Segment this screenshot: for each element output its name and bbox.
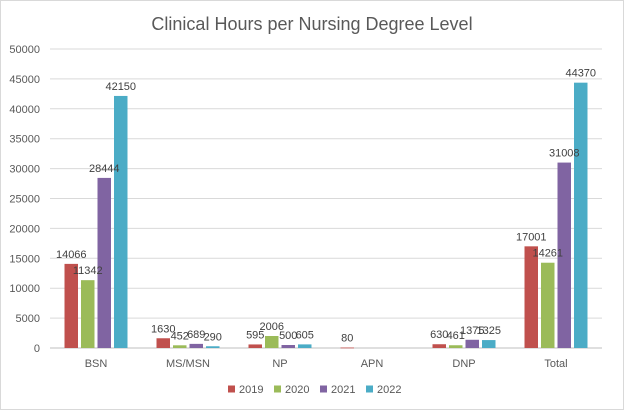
legend-label: 2019 [239,384,263,396]
data-label: 500 [279,330,297,342]
bar [206,346,220,348]
bar [482,340,496,348]
bar [449,345,463,348]
legend-swatch [274,385,281,393]
bar [265,336,279,348]
legend-swatch [320,385,327,393]
bar [81,280,95,348]
legend-swatch [366,385,373,393]
data-label: 44370 [565,68,596,80]
chart-title: Clinical Hours per Nursing Degree Level [151,14,472,34]
data-label: 31008 [549,148,580,160]
bar [432,344,446,348]
x-tick-label: MS/MSN [166,358,210,370]
data-label: 452 [171,330,189,342]
bar [97,177,111,348]
legend-label: 2021 [331,384,355,396]
y-axis-ticks: 0 5000 10000 15000 20000 25000 30000 35000 40000… [9,44,40,355]
y-tick-label: 20000 [9,223,40,235]
legend: 2019 2020 2021 2022 [228,384,401,396]
data-label: 1375 [460,325,484,337]
x-tick-label: BSN [85,358,108,370]
y-tick-label: 50000 [9,44,40,56]
x-axis-ticks: BSN MS/MSN NP APN DNP Total [85,358,568,370]
data-label: 630 [430,329,448,341]
bar [248,344,262,348]
legend-swatch [228,385,235,393]
y-tick-label: 5000 [16,313,40,325]
data-label: 11342 [73,265,103,277]
bar [298,344,312,348]
legend-label: 2020 [285,384,309,396]
bar [524,246,538,348]
bar [189,343,203,348]
bar [541,262,555,348]
data-label: 1325 [477,325,501,337]
bar [64,263,78,348]
y-tick-label: 45000 [9,74,40,86]
data-label: 689 [187,329,205,341]
data-label: 17001 [516,231,547,243]
x-tick-label: Total [544,358,567,370]
x-tick-label: DNP [452,358,475,370]
x-tick-label: APN [361,358,384,370]
bar [114,95,128,349]
legend-label: 2022 [377,384,401,396]
data-label: 290 [204,331,222,343]
data-label: 605 [296,329,314,341]
bars [64,82,588,349]
data-label: 461 [447,330,465,342]
data-label: 28444 [89,163,120,175]
y-tick-label: 30000 [9,164,40,176]
bar [156,338,170,348]
y-tick-label: 0 [34,343,40,355]
gridlines [50,48,602,349]
data-label: 1630 [151,323,175,335]
data-label: 42150 [105,81,136,93]
y-tick-label: 10000 [9,283,40,295]
data-label: 14261 [532,248,563,260]
bar [281,345,295,348]
y-tick-label: 15000 [9,253,40,265]
x-tick-label: NP [272,358,287,370]
data-label: 80 [341,333,353,345]
data-label: 14066 [56,249,87,261]
y-tick-label: 40000 [9,104,40,116]
bar [340,347,354,349]
bar [173,345,187,348]
bar [557,162,571,348]
data-label: 595 [246,329,264,341]
bar [574,82,588,349]
y-tick-label: 25000 [9,194,40,206]
y-tick-label: 35000 [9,134,40,146]
data-label: 2006 [260,321,284,333]
bar [465,339,479,348]
